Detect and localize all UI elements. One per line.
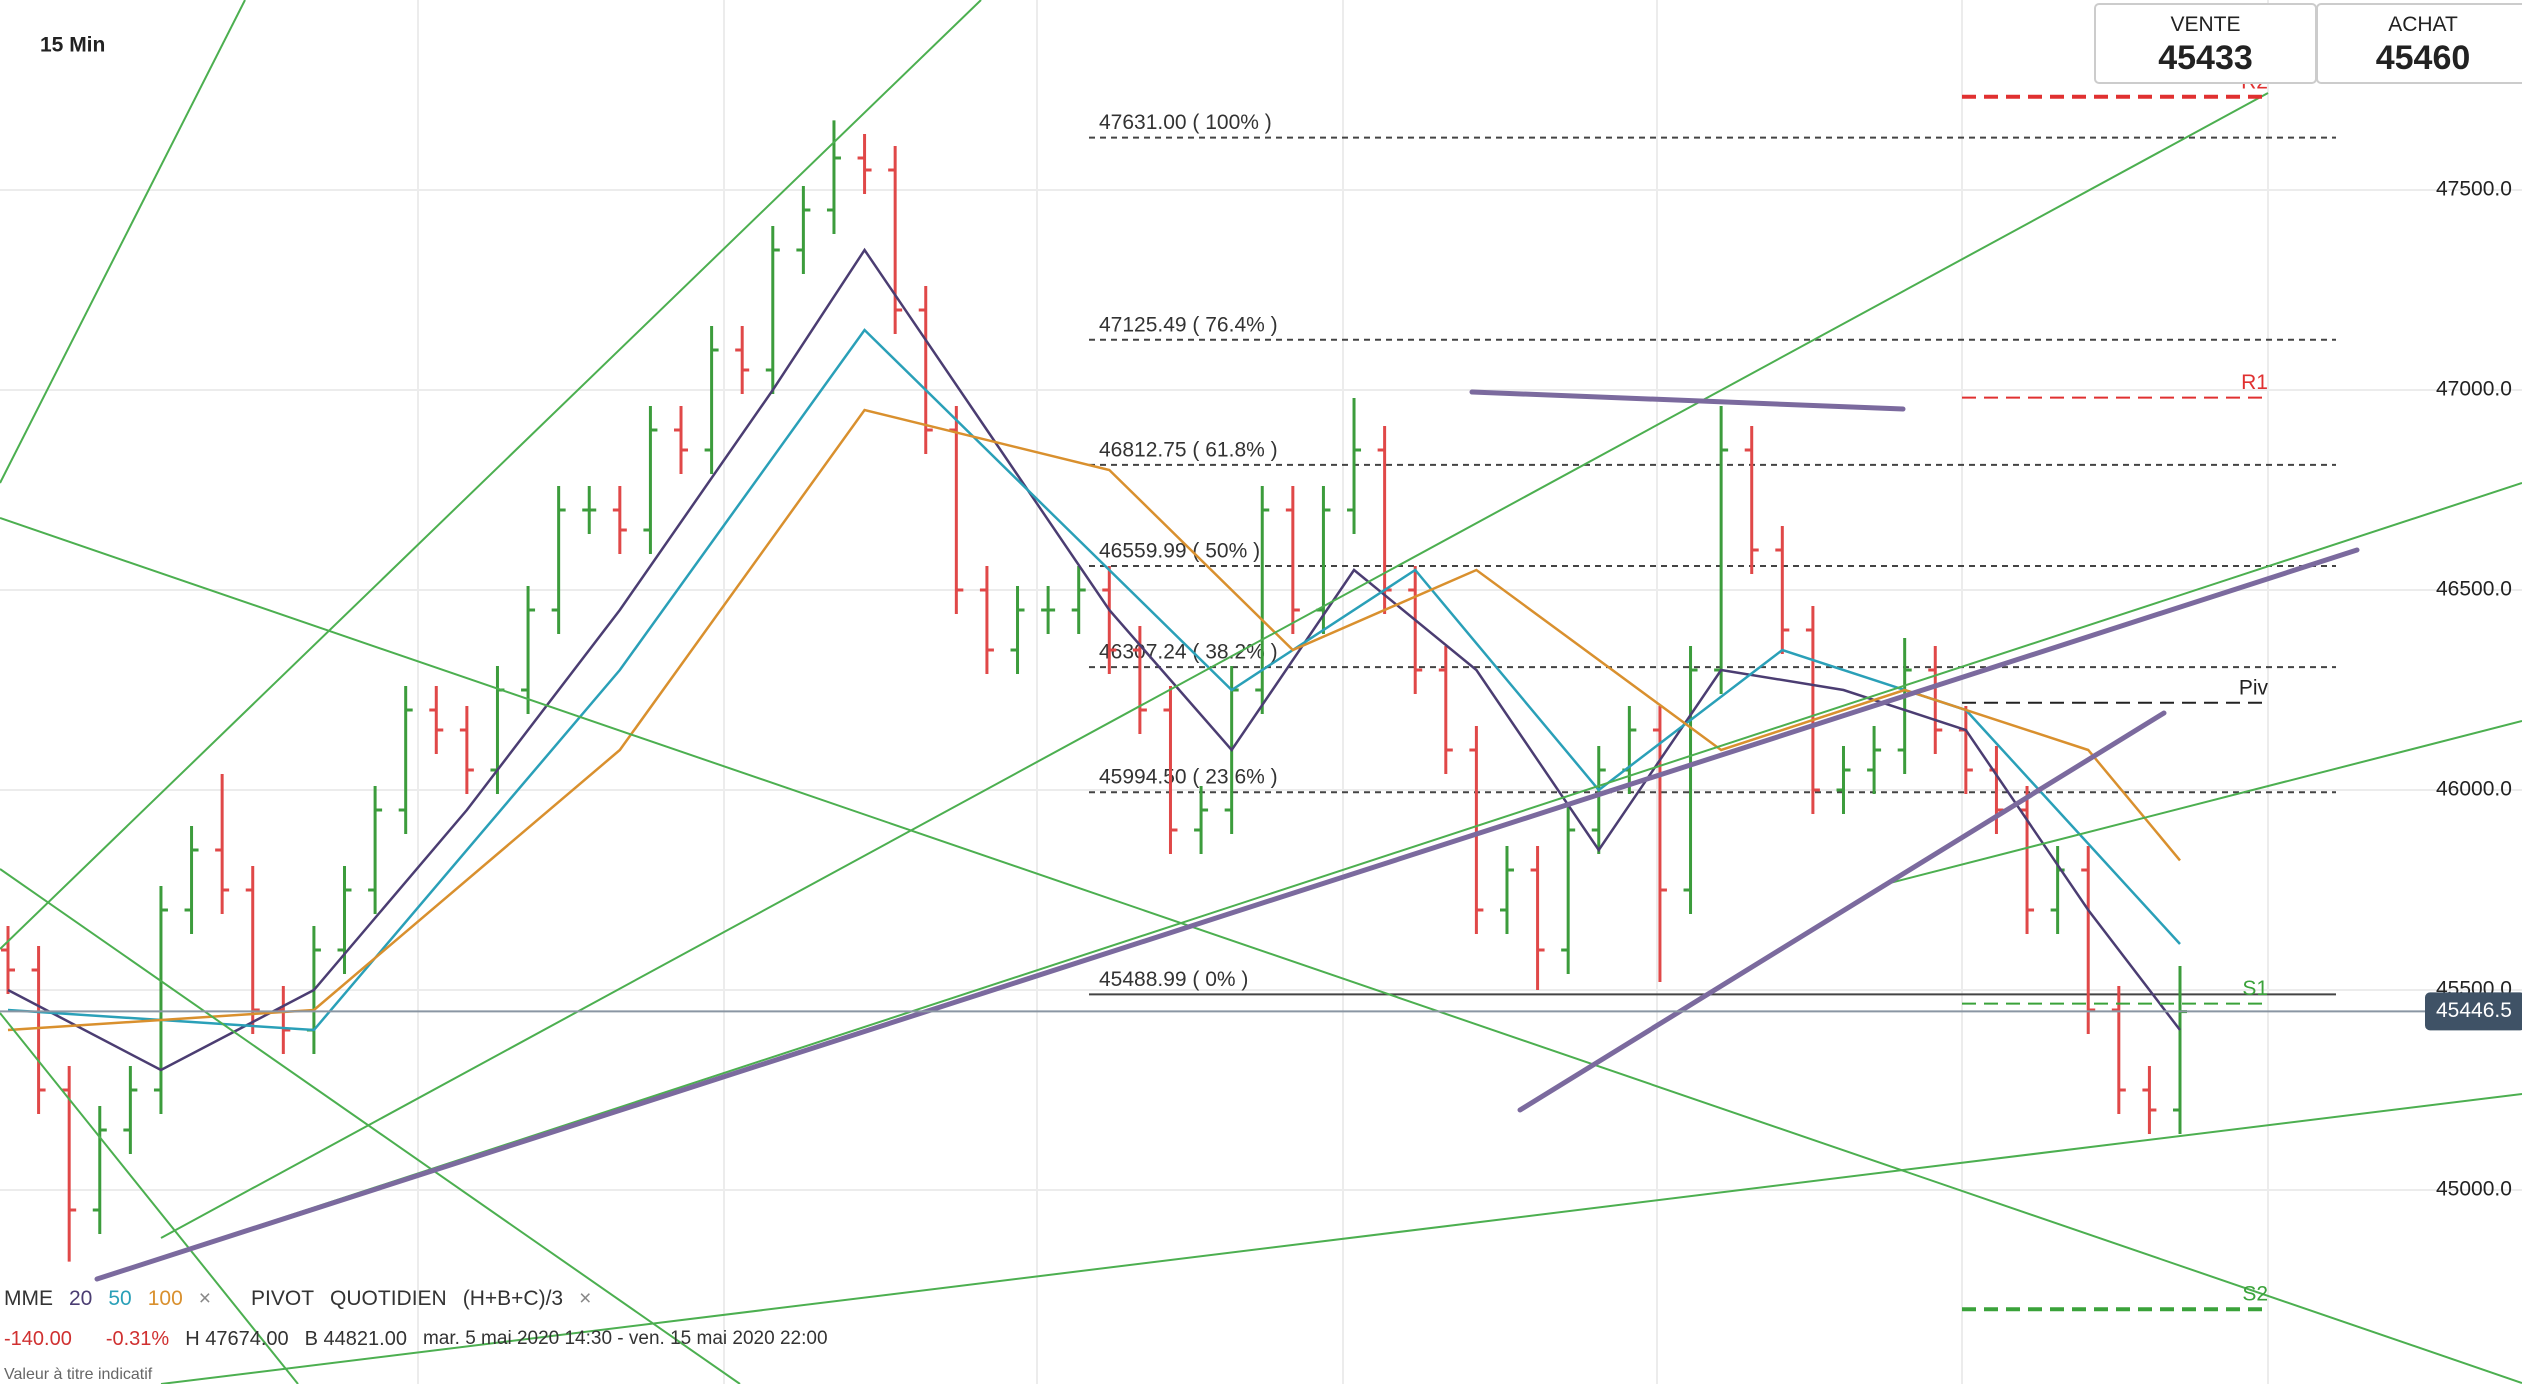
last-price-label: 45446.5 bbox=[2436, 999, 2512, 1022]
change: -140.00 bbox=[4, 1328, 72, 1350]
bars bbox=[1, 120, 2187, 1262]
fib-label: 45994.50 ( 23.6% ) bbox=[1099, 766, 1278, 789]
last-price-box bbox=[2425, 992, 2522, 1031]
ma-100: 100 bbox=[147, 1287, 183, 1310]
pivot-period: QUOTIDIEN bbox=[330, 1287, 447, 1310]
trend-line bbox=[160, 92, 2269, 1239]
sell-price: 45433 bbox=[2158, 39, 2253, 77]
fib-group: 47631.00 ( 100% ) 47125.49 ( 76.4% ) 46812… bbox=[1089, 111, 2336, 996]
pivot-label: S1 bbox=[2242, 977, 2268, 1000]
moving-averages bbox=[7, 247, 2181, 1072]
pivots: R2R1PivS1S2 bbox=[1962, 70, 2269, 1312]
close-button[interactable]: × bbox=[579, 1287, 592, 1310]
high: H 47674.00 bbox=[185, 1328, 289, 1350]
trend-line bbox=[0, 517, 2522, 1384]
trend-line bbox=[0, 0, 246, 484]
trend-line bbox=[1881, 720, 2522, 886]
buy-box[interactable]: ACHAT 45460 bbox=[2316, 3, 2522, 84]
date-range: mar. 5 mai 2020 14:30 - ven. 15 mai 2020… bbox=[422, 1328, 828, 1349]
ma-line bbox=[7, 247, 2181, 1072]
trend-line bbox=[1517, 710, 2167, 1113]
fib-label: 46307.24 ( 38.2% ) bbox=[1099, 641, 1278, 664]
trend-line bbox=[0, 0, 982, 950]
ma-50: 50 bbox=[108, 1287, 132, 1310]
y-tick-label: 47500.0 bbox=[2436, 178, 2512, 201]
purple-lines bbox=[94, 389, 2360, 1282]
trend-line bbox=[0, 1012, 299, 1384]
change-pct: -0.31% bbox=[105, 1328, 170, 1350]
trend-line bbox=[160, 1093, 2522, 1384]
y-tick-label: 47000.0 bbox=[2436, 378, 2512, 401]
pivot-label: PIVOT bbox=[251, 1287, 315, 1310]
trend-line bbox=[144, 482, 2522, 1264]
stats-row: -140.00 -0.31% H 47674.00 B 44821.00 mar… bbox=[4, 1328, 828, 1351]
ma-20: 20 bbox=[69, 1287, 93, 1310]
fib-label: 46812.75 ( 61.8% ) bbox=[1099, 438, 1278, 461]
fib-label: 47125.49 ( 76.4% ) bbox=[1099, 313, 1278, 336]
sell-label: VENTE bbox=[2170, 13, 2241, 36]
y-tick-label: 46500.0 bbox=[2436, 578, 2512, 601]
sell-box[interactable]: VENTE 45433 bbox=[2094, 3, 2317, 84]
pivot-label: Piv bbox=[2239, 676, 2269, 699]
note: Valeur à titre indicatif bbox=[4, 1366, 153, 1383]
timeframe: 15 Min bbox=[40, 34, 105, 57]
low: B 44821.00 bbox=[304, 1328, 407, 1350]
pivot-label: S2 bbox=[2242, 1283, 2268, 1306]
y-tick-label: 45000.0 bbox=[2436, 1178, 2512, 1201]
ma-line bbox=[7, 408, 2181, 1032]
ma-label: MME bbox=[4, 1287, 53, 1310]
pivot-formula: (H+B+C)/3 bbox=[462, 1287, 564, 1310]
close-button[interactable]: × bbox=[198, 1287, 212, 1310]
buy-price: 45460 bbox=[2375, 39, 2471, 77]
indicator-row: MME 20 50 100 × PIVOT QUOTIDIEN (H+B+C)/… bbox=[4, 1287, 591, 1311]
ma-line bbox=[7, 328, 2181, 1032]
y-axis: 47500.047000.046500.046000.045500.045000… bbox=[0, 178, 2522, 1201]
fib-label: 45488.99 ( 0% ) bbox=[1099, 968, 1248, 991]
fib-label: 46559.99 ( 50% ) bbox=[1099, 540, 1260, 563]
trend-line bbox=[94, 547, 2360, 1282]
pivot-label: R1 bbox=[2241, 371, 2268, 394]
buy-label: ACHAT bbox=[2388, 13, 2458, 36]
trend-line bbox=[0, 868, 741, 1384]
y-tick-label: 46000.0 bbox=[2436, 778, 2512, 801]
fib-label: 47631.00 ( 100% ) bbox=[1099, 111, 1272, 134]
trend-line bbox=[1469, 389, 1906, 412]
note-row: Valeur à titre indicatif bbox=[4, 1366, 152, 1384]
